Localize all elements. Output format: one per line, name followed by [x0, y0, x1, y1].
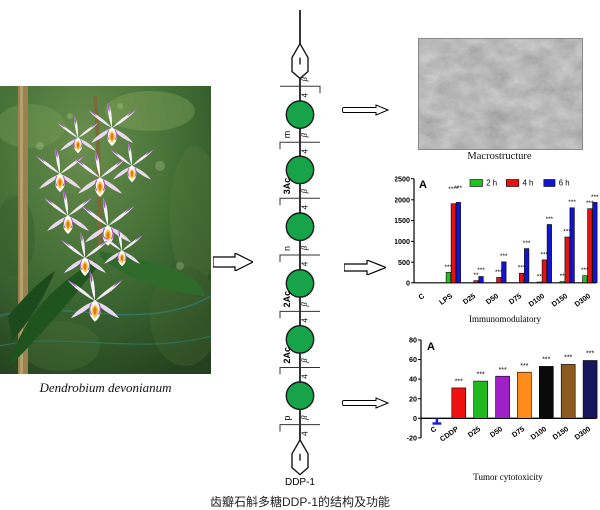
svg-text:2500: 2500	[395, 175, 410, 183]
svg-text:***: ***	[546, 216, 554, 223]
svg-text:D300: D300	[573, 291, 592, 308]
svg-text:***: ***	[445, 264, 453, 271]
svg-text:500: 500	[398, 258, 410, 267]
svg-text:D50: D50	[488, 424, 504, 439]
svg-text:***: ***	[591, 194, 599, 201]
svg-text:C: C	[417, 291, 427, 302]
svg-text:***: ***	[520, 363, 528, 370]
svg-text:***: ***	[523, 240, 531, 247]
svg-text:Tumor cytotoxicity: Tumor cytotoxicity	[473, 472, 543, 482]
svg-text:D150: D150	[550, 291, 569, 308]
svg-text:***: ***	[542, 357, 550, 364]
svg-text:D50: D50	[484, 291, 500, 306]
svg-text:***: ***	[568, 199, 576, 206]
svg-text:***: ***	[477, 372, 485, 379]
svg-text:***: ***	[455, 185, 463, 192]
svg-text:**: **	[560, 273, 566, 280]
svg-text:D25: D25	[461, 291, 477, 306]
svg-text:D25: D25	[466, 424, 482, 439]
svg-text:40: 40	[409, 375, 417, 384]
svg-text:***: ***	[477, 267, 485, 274]
svg-text:***: ***	[495, 269, 503, 276]
svg-text:p: p	[282, 416, 292, 421]
svg-text:***: ***	[500, 253, 508, 260]
svg-text:DDP-1: DDP-1	[285, 477, 315, 488]
svg-text:***: ***	[586, 351, 594, 358]
svg-text:A: A	[419, 179, 427, 191]
svg-text:m: m	[282, 131, 292, 139]
svg-text:D100: D100	[529, 424, 548, 441]
svg-text:***: ***	[586, 200, 594, 207]
svg-text:0: 0	[413, 414, 417, 423]
svg-text:A: A	[427, 341, 435, 353]
svg-text:CDDP: CDDP	[438, 424, 460, 443]
svg-text:6 h: 6 h	[559, 179, 570, 188]
svg-text:20: 20	[409, 394, 417, 403]
svg-text:D75: D75	[507, 291, 523, 306]
svg-text:D150: D150	[551, 424, 570, 441]
svg-text:2000: 2000	[395, 195, 410, 204]
svg-text:**: **	[537, 274, 543, 281]
svg-text:***: ***	[563, 228, 571, 235]
svg-text:2Ac: 2Ac	[282, 347, 292, 364]
svg-text:LPS: LPS	[437, 291, 454, 307]
svg-text:3Ac: 3Ac	[282, 178, 292, 195]
svg-text:D300: D300	[573, 424, 592, 441]
svg-text:D75: D75	[510, 424, 526, 439]
svg-text:1000: 1000	[395, 237, 410, 246]
svg-text:2Ac: 2Ac	[282, 291, 292, 308]
svg-text:***: ***	[455, 379, 463, 386]
svg-text:***: ***	[541, 252, 549, 259]
svg-text:80: 80	[409, 336, 417, 345]
svg-text:n: n	[282, 246, 292, 251]
svg-text:***: ***	[564, 355, 572, 362]
svg-text:***: ***	[518, 265, 526, 272]
svg-text:0: 0	[406, 278, 410, 287]
svg-text:60: 60	[409, 355, 417, 364]
svg-text:2 h: 2 h	[486, 179, 497, 188]
svg-text:***: ***	[581, 267, 589, 274]
svg-text:***: ***	[499, 367, 507, 374]
svg-text:C: C	[429, 424, 439, 435]
svg-text:-20: -20	[407, 434, 417, 443]
svg-text:4 h: 4 h	[523, 179, 534, 188]
svg-text:1500: 1500	[395, 216, 410, 225]
svg-text:Immunomodulatory: Immunomodulatory	[469, 314, 541, 324]
svg-text:D100: D100	[527, 291, 546, 308]
